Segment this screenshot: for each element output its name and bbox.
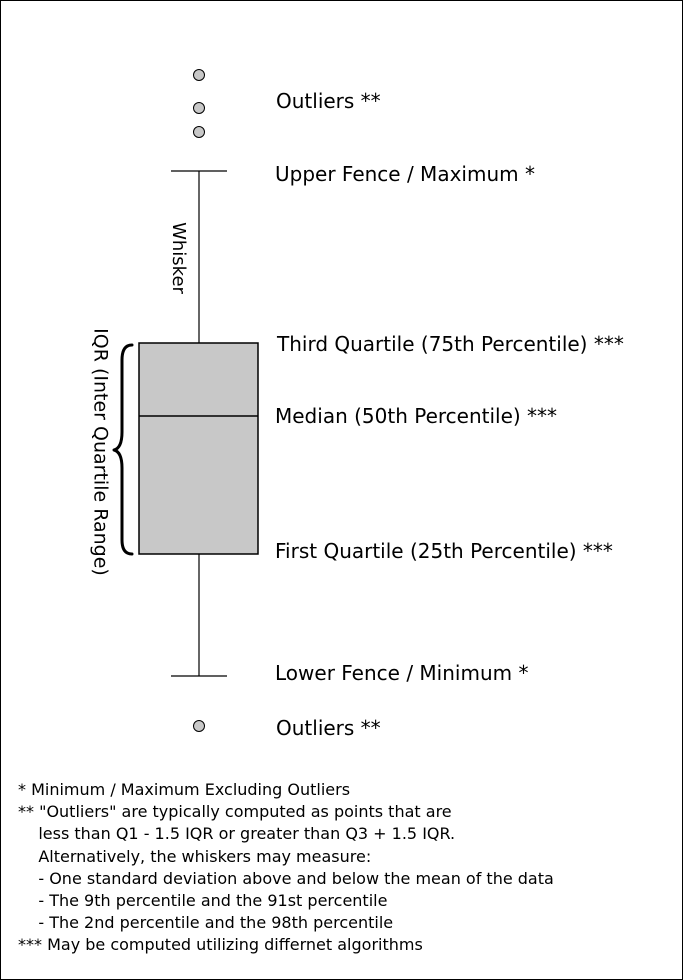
outliers-top-label: Outliers ** — [276, 89, 381, 113]
footnote-line: *** May be computed utilizing differnet … — [18, 935, 423, 955]
outlier-point — [193, 69, 205, 81]
footnote-line: Alternatively, the whiskers may measure: — [18, 846, 372, 866]
footnotes: * Minimum / Maximum Excluding Outliers *… — [18, 779, 554, 957]
outlier-point — [193, 102, 205, 114]
iqr-box — [138, 342, 259, 555]
footnote-line: less than Q1 - 1.5 IQR or greater than Q… — [18, 824, 456, 844]
footnote-line: * Minimum / Maximum Excluding Outliers — [18, 780, 351, 799]
first-quartile-label: First Quartile (25th Percentile) *** — [275, 539, 613, 563]
lower-fence-label: Lower Fence / Minimum * — [275, 661, 529, 685]
outliers-bottom-label: Outliers ** — [276, 716, 381, 740]
outlier-point — [193, 126, 205, 138]
median-label: Median (50th Percentile) *** — [275, 404, 558, 428]
whisker-label: Whisker — [168, 222, 189, 294]
outlier-point — [193, 720, 205, 732]
footnote-line: - The 2nd percentile and the 98th percen… — [18, 913, 394, 933]
footnote-line: - The 9th percentile and the 91st percen… — [18, 891, 388, 911]
footnote-line: ** "Outliers" are typically computed as … — [18, 802, 452, 822]
third-quartile-label: Third Quartile (75th Percentile) *** — [277, 332, 624, 356]
iqr-brace — [112, 343, 134, 556]
iqr-label: IQR (Inter Quartile Range) — [89, 328, 112, 576]
footnote-line: - One standard deviation above and below… — [18, 868, 554, 888]
upper-fence-label: Upper Fence / Maximum * — [275, 162, 535, 186]
